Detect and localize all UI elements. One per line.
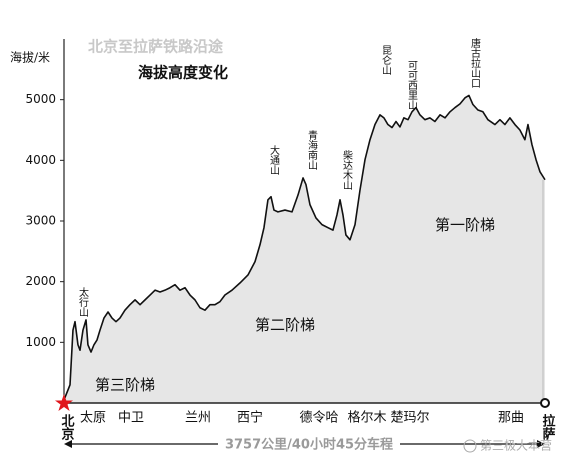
y-tick-label: 2000 [25,274,56,288]
region-label: 第一阶梯 [435,216,495,234]
peak-label: 昆仑山 [380,45,392,75]
area [64,95,545,404]
station-label: 那曲 [498,411,524,426]
peak-label: 青海南山 [306,129,318,170]
region-label: 第三阶梯 [95,376,155,394]
watermark-icon [463,439,477,453]
peak-label: 太行山 [77,286,89,317]
y-tick-label: 4000 [25,153,56,167]
y-tick-label: 1000 [25,335,56,349]
watermark: 第三极大本营 [480,439,552,453]
station-label: 德令哈 [299,411,338,426]
y-tick-label: 5000 [25,92,56,106]
end-label: 拉萨 [540,413,556,441]
arrow-right [537,440,545,448]
station-label: 楚玛尔 [390,411,429,426]
chart-title: 北京至拉萨铁路沿途 [88,38,224,56]
station-label: 中卫 [118,411,144,426]
distance-label: 3757公里/40小时45分车程 [225,437,393,453]
peak-label: 柴达木山 [341,149,353,190]
region-label: 第二阶梯 [255,316,315,334]
station-label: 兰州 [185,411,211,426]
start-label: 北京 [59,414,75,441]
peak-label: 唐古拉山口 [469,37,481,88]
y-tick-label: 3000 [25,214,56,228]
station-label: 格尔木 [347,410,386,426]
line [63,94,546,401]
peak-label: 可可西里山 [406,60,418,110]
station-label: 太原 [80,411,106,426]
y-axis-label: 海拔/米 [10,50,50,65]
distance-bg [218,436,400,452]
start-marker [55,394,73,411]
station-label: 西宁 [237,410,263,426]
chart-subtitle: 海拔高度变化 [138,64,228,82]
peak-label: 大通山 [268,144,280,175]
arrow-left [64,440,72,448]
end-marker [540,398,550,408]
